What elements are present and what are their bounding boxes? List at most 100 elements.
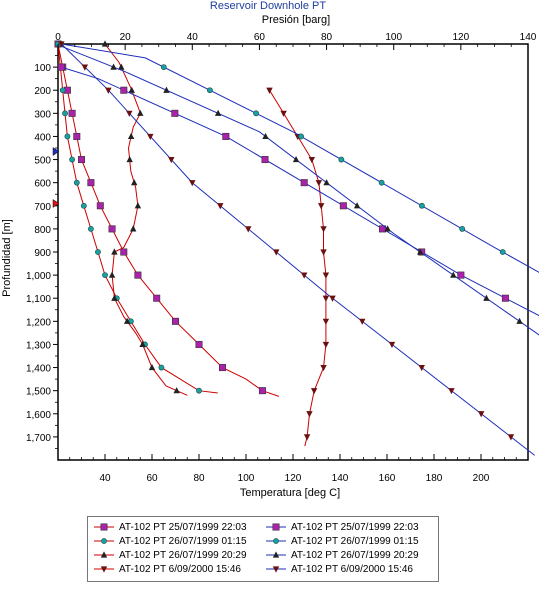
series-marker: [501, 294, 509, 302]
series-marker: [111, 294, 118, 301]
top-tick-label: 20: [120, 32, 132, 43]
series-marker: [87, 179, 95, 187]
series-temperature-3: [266, 87, 330, 447]
series-marker: [69, 156, 75, 163]
legend-item: AT-102 PT 25/07/1999 22:03: [266, 521, 432, 533]
top-tick-label: 40: [187, 32, 199, 43]
series-marker: [168, 156, 175, 164]
bottom-tick-label: 160: [379, 473, 396, 484]
y-tick-label: 1,200: [26, 317, 51, 328]
legend-label: AT-102 PT 26/07/1999 01:15: [291, 535, 419, 547]
series-marker: [320, 364, 327, 372]
series-marker: [308, 156, 315, 164]
series-marker: [323, 179, 330, 186]
series-marker: [273, 249, 280, 256]
series-marker: [417, 248, 424, 255]
series-marker: [320, 226, 327, 233]
series-marker: [384, 225, 391, 232]
series-marker: [318, 203, 325, 210]
series-marker: [298, 133, 304, 140]
y-tick-label: 1,700: [26, 433, 51, 444]
legend-swatch: [94, 523, 114, 531]
bottom-tick-label: 200: [473, 473, 490, 484]
legend-item: AT-102 PT 6/09/2000 15:46: [266, 563, 432, 575]
bottom-tick-label: 60: [146, 473, 158, 484]
series-marker: [322, 318, 330, 325]
series-layer: [54, 40, 539, 456]
y-axis-label: Profundidad [m]: [1, 219, 13, 297]
series-marker: [450, 271, 457, 278]
bottom-tick-label: 40: [99, 473, 111, 484]
legend-swatch: [266, 523, 286, 531]
legend-swatch: [94, 538, 114, 544]
series-marker: [163, 86, 170, 93]
series-marker: [123, 317, 131, 324]
legend-item: AT-102 PT 25/07/1999 22:03: [94, 521, 260, 533]
depth-marker: [52, 146, 60, 156]
series-marker: [378, 179, 385, 186]
top-axis-label: Presión [barg]: [262, 14, 330, 26]
series-marker: [134, 271, 142, 279]
series-line: [57, 43, 280, 397]
top-tick-label: 0: [55, 32, 61, 43]
y-tick-label: 200: [34, 86, 51, 97]
legend-label: AT-102 PT 26/07/1999 20:29: [119, 549, 247, 561]
series-marker: [120, 86, 128, 94]
legend-item: AT-102 PT 6/09/2000 15:46: [94, 563, 260, 575]
legend-item: AT-102 PT 26/07/1999 20:29: [94, 549, 260, 561]
series-marker: [338, 156, 345, 163]
series-marker: [108, 225, 116, 233]
series-marker: [222, 132, 230, 140]
legend-marker: [272, 551, 280, 558]
axis-layer: 0 20 40 60 80 100 120 140 40 60 80 100 120 140 160 180 2…: [26, 32, 537, 484]
top-tick-label: 60: [254, 32, 266, 43]
series-marker: [73, 132, 81, 140]
series-marker: [134, 202, 142, 209]
series-marker: [127, 132, 135, 140]
series-pressure-6: [61, 45, 539, 336]
y-tick-label: 900: [34, 248, 51, 259]
legend-swatch: [94, 566, 114, 573]
series-marker: [207, 87, 213, 94]
series-marker: [126, 155, 133, 163]
series-marker: [258, 387, 266, 395]
top-tick-label: 140: [520, 32, 537, 43]
legend-label: AT-102 PT 6/09/2000 15:46: [291, 563, 413, 575]
series-marker: [171, 109, 179, 117]
y-tick-label: 100: [34, 63, 51, 74]
series-line: [61, 43, 536, 456]
legend-label: AT-102 PT 26/07/1999 20:29: [291, 549, 419, 561]
legend-label: AT-102 PT 6/09/2000 15:46: [119, 563, 241, 575]
legend-marker: [100, 523, 108, 531]
legend: AT-102 PT 25/07/1999 22:03 AT-102 PT 25/0…: [87, 516, 439, 582]
y-tick-label: 800: [34, 225, 51, 236]
series-marker: [80, 202, 87, 209]
legend-marker: [272, 523, 280, 531]
series-marker: [128, 86, 135, 93]
series-marker: [448, 388, 455, 395]
series-marker: [59, 87, 66, 94]
series-marker: [118, 63, 125, 70]
legend-swatch: [266, 551, 286, 558]
series-marker: [280, 110, 287, 117]
series-marker: [253, 110, 259, 117]
legend-label: AT-102 PT 25/07/1999 22:03: [291, 521, 419, 533]
series-marker: [139, 340, 146, 348]
series-marker: [419, 202, 425, 209]
series-marker: [189, 180, 196, 187]
series-marker: [322, 341, 330, 349]
series-marker: [68, 109, 76, 117]
series-marker: [322, 272, 330, 279]
series-marker: [315, 180, 323, 187]
series-marker: [261, 156, 269, 164]
series-marker: [217, 203, 224, 210]
series-marker: [320, 249, 327, 256]
series-marker: [379, 225, 387, 233]
series-marker: [483, 294, 490, 301]
chart-title: Reservoir Downhole PT: [210, 0, 326, 12]
series-marker: [110, 63, 117, 70]
series-pressure-5: [58, 41, 539, 273]
series-line: [57, 43, 218, 394]
series-marker: [329, 295, 336, 302]
